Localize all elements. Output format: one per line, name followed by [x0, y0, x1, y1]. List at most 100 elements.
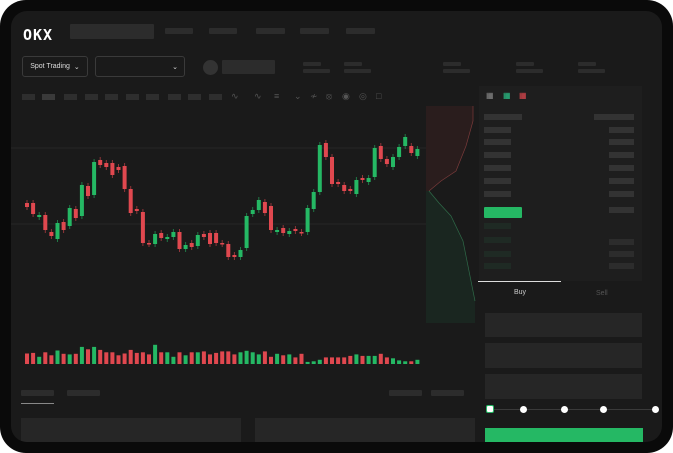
depth-bids-area	[426, 191, 475, 323]
orderbook-cell	[484, 127, 511, 133]
bottom-action[interactable]	[431, 390, 464, 396]
volume-bar	[122, 353, 127, 364]
amount-input[interactable]	[485, 343, 642, 368]
orderbook-cell	[609, 191, 634, 197]
candle	[305, 208, 310, 232]
candle	[323, 143, 328, 157]
indicator-icon[interactable]: ∿	[254, 91, 262, 101]
orderbook-cell	[609, 263, 634, 269]
timeframe-button[interactable]	[105, 94, 118, 100]
both-sides-icon[interactable]: ▦	[486, 91, 494, 100]
tab-buy[interactable]: Buy	[514, 289, 527, 296]
last-price	[484, 207, 522, 218]
slider-stop[interactable]	[652, 406, 659, 413]
candle	[25, 203, 29, 207]
volume-bar	[208, 354, 212, 364]
slider-stop[interactable]	[520, 406, 527, 413]
volume-bar	[305, 361, 310, 364]
slider-handle[interactable]	[486, 405, 494, 413]
chevron-down-icon[interactable]: ⌄	[294, 91, 302, 101]
candle	[171, 232, 176, 237]
depth-bids-line	[428, 190, 476, 302]
candle	[256, 200, 261, 210]
candle	[153, 234, 158, 244]
price-input[interactable]	[485, 313, 642, 337]
volume-bar	[92, 346, 97, 364]
stat-label	[303, 62, 321, 66]
candle	[195, 235, 200, 246]
timeframe-button[interactable]	[146, 94, 159, 100]
chart-type-icon[interactable]: ≡	[274, 91, 280, 101]
bottom-tab[interactable]	[67, 390, 100, 396]
orderbook-cell	[594, 114, 634, 120]
nav-item[interactable]	[256, 28, 285, 34]
search-bar[interactable]	[70, 24, 154, 39]
orderbook-cell	[609, 239, 634, 245]
indicator-icon[interactable]: ∿	[231, 91, 239, 101]
nav-item[interactable]	[346, 28, 375, 34]
candle	[360, 178, 365, 180]
camera-icon[interactable]: ◉	[342, 91, 350, 101]
candle	[67, 208, 72, 226]
stat-label	[516, 62, 534, 66]
volume-bar	[98, 349, 103, 364]
pair-select[interactable]: ⌄	[95, 56, 185, 77]
buy-submit-button[interactable]	[485, 428, 643, 442]
orderbook-cell	[609, 251, 634, 257]
timeframe-button[interactable]	[42, 94, 55, 100]
candle	[134, 209, 139, 211]
volume-bar	[104, 352, 109, 364]
orderbook-cell	[484, 139, 511, 145]
total-input[interactable]	[485, 374, 642, 399]
volume-bar	[140, 352, 145, 364]
timeframe-button[interactable]	[188, 94, 201, 100]
tab-sell[interactable]: Sell	[596, 290, 608, 297]
candle	[165, 237, 170, 239]
orderbook-cell	[484, 178, 511, 184]
orderbook-cell	[609, 152, 634, 158]
volume-bar	[360, 355, 365, 364]
timeframe-button[interactable]	[22, 94, 35, 100]
volume-bar	[281, 355, 286, 364]
volume-bar	[391, 358, 395, 364]
candle	[159, 233, 164, 238]
slider-stop[interactable]	[561, 406, 568, 413]
nav-item[interactable]	[209, 28, 237, 34]
volume-bar	[116, 355, 121, 364]
volume-bar	[183, 355, 188, 364]
candle	[189, 243, 194, 247]
volume-bar	[415, 359, 420, 364]
volume-bar	[293, 357, 298, 364]
buy-tab-indicator	[478, 281, 561, 282]
candle	[98, 160, 103, 165]
volume-bar	[269, 356, 273, 364]
timeframe-button[interactable]	[168, 94, 181, 100]
volume-bar	[159, 352, 164, 364]
timeframe-button[interactable]	[85, 94, 98, 100]
ruler-icon[interactable]: ⦻	[326, 91, 332, 101]
timeframe-button[interactable]	[209, 94, 222, 100]
settings-icon[interactable]: ◎	[359, 91, 367, 101]
amount-slider-track[interactable]	[489, 409, 657, 410]
timeframe-button[interactable]	[64, 94, 77, 100]
coin-icon	[203, 60, 218, 75]
fullscreen-icon[interactable]: □	[376, 91, 382, 101]
orderbook-cell	[484, 263, 511, 269]
bottom-action[interactable]	[389, 390, 422, 396]
nav-item[interactable]	[165, 28, 193, 34]
volume-bar	[262, 351, 267, 364]
timeframe-button[interactable]	[126, 94, 139, 100]
stat-value	[443, 69, 470, 73]
nav-item[interactable]	[300, 28, 329, 34]
line-icon[interactable]: ≁	[310, 91, 318, 101]
bottom-tab-active[interactable]	[21, 390, 54, 396]
slider-stop[interactable]	[600, 406, 607, 413]
volume-bar	[73, 353, 78, 364]
asks-icon[interactable]: ▦	[519, 91, 527, 100]
market-type-select[interactable]: Spot Trading ⌄	[22, 56, 88, 77]
bids-icon[interactable]: ▦	[503, 91, 511, 100]
candle	[299, 232, 304, 234]
volume-bar	[214, 352, 219, 364]
price-chart[interactable]	[11, 11, 662, 442]
